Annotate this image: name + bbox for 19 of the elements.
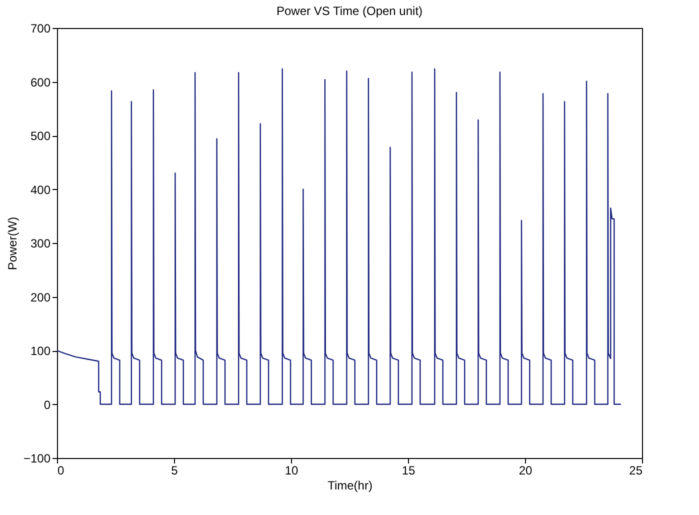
y-tick-label: 500	[30, 129, 51, 143]
line-series	[57, 68, 622, 405]
y-tick-label: 0	[44, 398, 51, 412]
x-tick-label: 20	[518, 464, 532, 478]
y-axis-title: Power(W)	[5, 216, 20, 270]
x-tick-label: 10	[284, 464, 298, 478]
x-axis-title: Time(hr)	[328, 478, 372, 492]
x-tick-label: 0	[58, 464, 64, 478]
x-tick-label: 5	[171, 464, 178, 478]
y-tick-label: 300	[30, 236, 51, 250]
y-tick-label: 700	[30, 22, 51, 36]
y-tick-label: 600	[30, 75, 51, 90]
chart-title: Power VS Time (Open unit)	[276, 4, 423, 18]
y-tick-label: 200	[30, 290, 51, 304]
x-tick-label: 15	[402, 464, 416, 478]
y-tick-label: 400	[30, 182, 51, 197]
y-tick-label: −100	[23, 452, 51, 466]
x-tick-label: 25	[629, 464, 643, 478]
y-tick-label: 100	[30, 344, 51, 358]
